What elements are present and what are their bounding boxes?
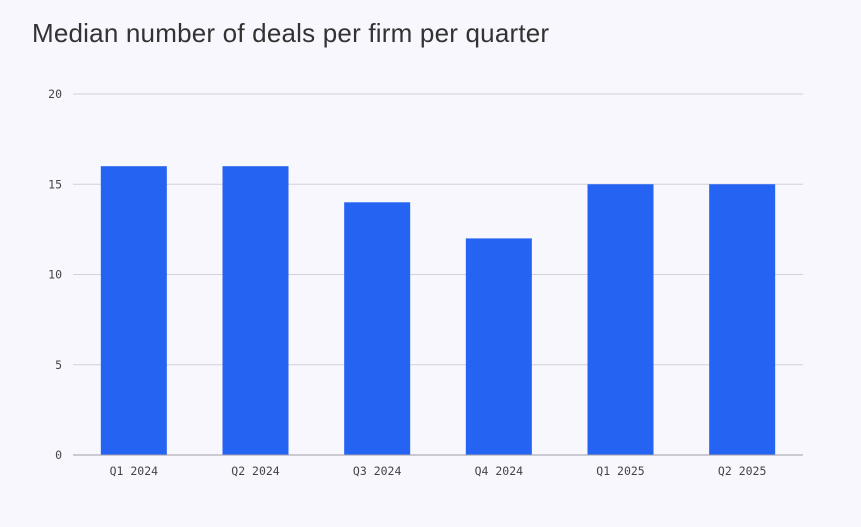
y-tick-label: 20: [48, 87, 62, 101]
x-tick-label: Q2 2025: [718, 464, 766, 478]
x-tick-label: Q1 2025: [596, 464, 644, 478]
y-tick-label: 5: [55, 358, 62, 372]
x-tick-label: Q1 2024: [110, 464, 159, 478]
bar: [222, 166, 289, 455]
bar: [709, 184, 776, 455]
bar: [344, 202, 411, 455]
x-tick-label: Q4 2024: [475, 464, 524, 478]
bar: [587, 184, 654, 455]
x-tick-label: Q2 2024: [231, 464, 280, 478]
bar: [465, 238, 532, 455]
bar: [100, 166, 167, 455]
y-tick-label: 15: [48, 177, 62, 191]
x-tick-label: Q3 2024: [353, 464, 402, 478]
chart-title: Median number of deals per firm per quar…: [32, 18, 550, 48]
y-tick-label: 0: [55, 448, 62, 462]
y-tick-label: 10: [48, 268, 62, 282]
